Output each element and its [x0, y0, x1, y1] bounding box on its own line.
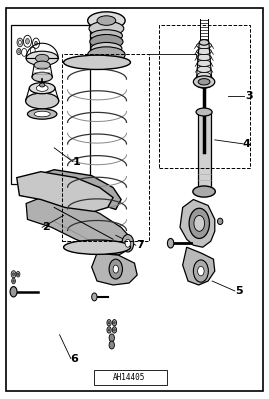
Circle shape [109, 334, 114, 342]
Circle shape [19, 40, 21, 44]
Bar [198, 112, 211, 192]
Ellipse shape [193, 186, 215, 197]
Polygon shape [22, 170, 121, 209]
Text: 2: 2 [42, 222, 50, 232]
Ellipse shape [26, 51, 58, 65]
Ellipse shape [197, 72, 211, 79]
Ellipse shape [88, 12, 125, 29]
Ellipse shape [198, 78, 211, 85]
Circle shape [112, 320, 116, 326]
Circle shape [26, 38, 29, 44]
Circle shape [107, 327, 111, 333]
Bar [94, 370, 167, 385]
Circle shape [108, 322, 110, 324]
Ellipse shape [97, 16, 116, 26]
Polygon shape [92, 253, 137, 285]
Ellipse shape [40, 83, 45, 87]
Circle shape [18, 50, 20, 53]
Text: 1: 1 [73, 157, 81, 167]
Polygon shape [183, 247, 215, 285]
Text: 6: 6 [70, 354, 78, 363]
Circle shape [12, 278, 15, 284]
Text: 3: 3 [246, 91, 253, 101]
Ellipse shape [26, 93, 59, 109]
Ellipse shape [88, 47, 125, 63]
Text: 4: 4 [243, 139, 251, 149]
Ellipse shape [63, 240, 130, 255]
Circle shape [109, 259, 122, 279]
Text: 7: 7 [136, 240, 144, 250]
Circle shape [107, 320, 111, 326]
Circle shape [16, 271, 20, 277]
Circle shape [194, 215, 205, 231]
Ellipse shape [197, 42, 211, 49]
Ellipse shape [90, 34, 123, 49]
Polygon shape [26, 196, 132, 255]
Ellipse shape [27, 109, 57, 119]
Ellipse shape [29, 83, 55, 94]
Circle shape [10, 286, 17, 297]
Ellipse shape [198, 79, 210, 85]
Ellipse shape [36, 85, 48, 91]
Bar [11, 25, 90, 184]
Ellipse shape [199, 40, 209, 45]
Ellipse shape [34, 111, 50, 117]
Circle shape [17, 273, 19, 275]
Circle shape [113, 265, 118, 273]
Ellipse shape [197, 54, 211, 61]
Circle shape [108, 329, 110, 331]
Ellipse shape [197, 48, 211, 55]
Ellipse shape [217, 218, 223, 225]
Ellipse shape [36, 54, 49, 62]
Ellipse shape [90, 30, 122, 41]
Circle shape [11, 271, 16, 278]
Polygon shape [180, 200, 215, 247]
Ellipse shape [196, 80, 212, 88]
Circle shape [17, 48, 21, 55]
Circle shape [193, 260, 208, 282]
Ellipse shape [34, 61, 50, 69]
Text: 5: 5 [235, 286, 243, 296]
Bar [62, 54, 149, 241]
Ellipse shape [193, 76, 215, 88]
Circle shape [35, 41, 37, 45]
Bar [159, 25, 250, 168]
Circle shape [122, 235, 134, 252]
Circle shape [92, 293, 97, 301]
Ellipse shape [32, 72, 52, 82]
Ellipse shape [63, 55, 130, 69]
Ellipse shape [91, 42, 122, 54]
Ellipse shape [197, 66, 211, 73]
Polygon shape [17, 172, 113, 211]
Circle shape [189, 208, 210, 239]
Circle shape [125, 239, 130, 247]
Circle shape [13, 280, 14, 282]
Ellipse shape [197, 60, 211, 67]
Circle shape [198, 266, 204, 276]
Text: AH14405: AH14405 [113, 373, 145, 382]
Circle shape [167, 239, 174, 248]
Circle shape [112, 327, 116, 333]
Circle shape [109, 341, 114, 349]
Circle shape [114, 329, 115, 331]
Circle shape [17, 38, 23, 47]
Ellipse shape [196, 108, 212, 116]
Circle shape [13, 273, 15, 276]
Circle shape [114, 322, 115, 324]
Ellipse shape [89, 22, 124, 36]
